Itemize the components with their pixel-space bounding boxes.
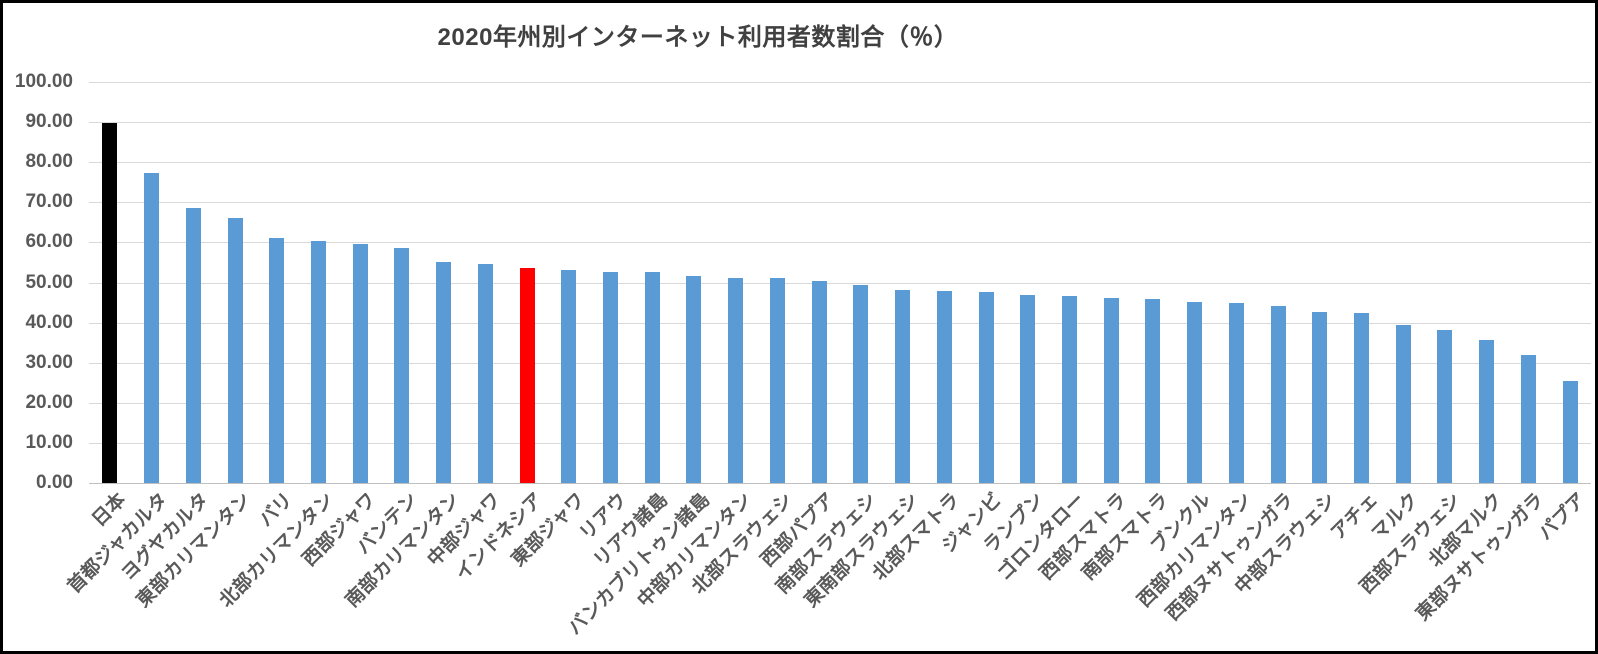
x-axis-line	[89, 483, 1591, 484]
gridline	[89, 403, 1591, 404]
gridline	[89, 82, 1591, 83]
bar	[603, 272, 618, 483]
bar	[269, 238, 284, 483]
bar	[102, 123, 117, 483]
y-tick-label: 90.00	[25, 111, 73, 132]
y-tick-label: 40.00	[25, 312, 73, 333]
y-tick-label: 80.00	[25, 151, 73, 172]
y-tick-label: 20.00	[25, 392, 73, 413]
bar	[895, 290, 910, 483]
bar	[770, 278, 785, 483]
bar	[1479, 340, 1494, 483]
bar	[561, 270, 576, 483]
y-tick-label: 30.00	[25, 352, 73, 373]
y-tick-label: 50.00	[25, 272, 73, 293]
bar	[1396, 325, 1411, 483]
bar	[1354, 313, 1369, 483]
bar	[1020, 295, 1035, 483]
bar	[853, 285, 868, 483]
gridline	[89, 162, 1591, 163]
bar	[1145, 299, 1160, 483]
gridline	[89, 283, 1591, 284]
gridline	[89, 363, 1591, 364]
bar	[812, 281, 827, 483]
gridline	[89, 242, 1591, 243]
bar	[728, 278, 743, 483]
gridline	[89, 202, 1591, 203]
bar	[478, 264, 493, 483]
bar	[311, 241, 326, 483]
bar	[1104, 298, 1119, 483]
bar	[1437, 330, 1452, 483]
bar	[1312, 312, 1327, 483]
y-tick-label: 10.00	[25, 432, 73, 453]
bar	[436, 262, 451, 483]
bar	[1563, 381, 1578, 483]
bar	[686, 276, 701, 483]
y-tick-label: 100.00	[14, 71, 73, 92]
bar	[979, 292, 994, 483]
gridline	[89, 323, 1591, 324]
bar	[520, 268, 535, 483]
y-tick-label: 0.00	[36, 472, 73, 493]
bar	[186, 208, 201, 483]
bar	[353, 244, 368, 483]
bar	[1521, 355, 1536, 483]
bar	[1229, 303, 1244, 483]
bar	[1187, 302, 1202, 483]
bar	[1271, 306, 1286, 483]
bar	[394, 248, 409, 483]
bar	[144, 173, 159, 483]
bar	[937, 291, 952, 483]
bar	[645, 272, 660, 483]
gridline	[89, 443, 1591, 444]
chart-title: 2020年州別インターネット利用者数割合（％）	[437, 24, 959, 51]
bar	[228, 218, 243, 483]
gridline	[89, 122, 1591, 123]
y-tick-label: 60.00	[25, 231, 73, 252]
y-tick-label: 70.00	[25, 191, 73, 212]
bar	[1062, 296, 1077, 483]
